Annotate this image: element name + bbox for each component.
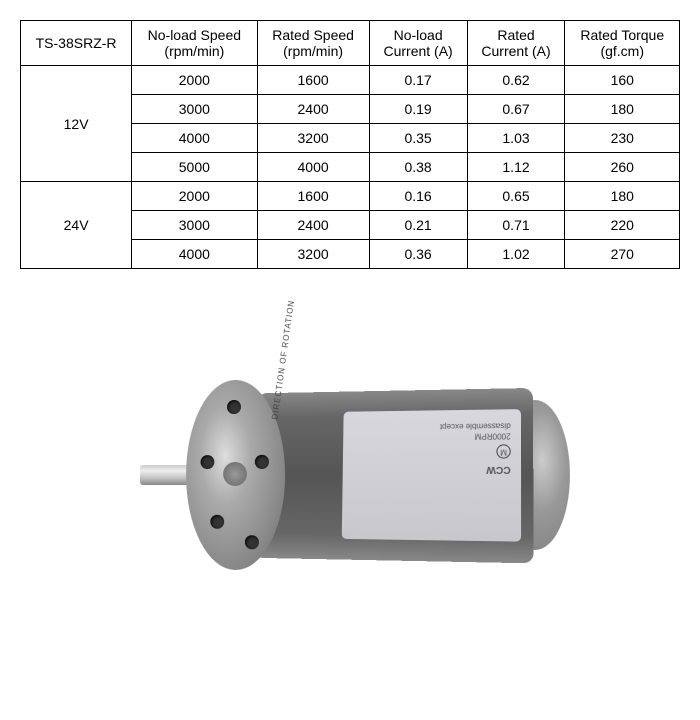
cell: 270: [565, 240, 680, 269]
cell: 0.36: [369, 240, 467, 269]
cell: 0.19: [369, 95, 467, 124]
cell: 0.35: [369, 124, 467, 153]
cell: 0.65: [467, 182, 565, 211]
cell: 5000: [132, 153, 257, 182]
cell: 0.16: [369, 182, 467, 211]
cell: 2400: [257, 211, 369, 240]
cell: 1600: [257, 182, 369, 211]
table-row: 12V 2000 1600 0.17 0.62 160: [21, 66, 680, 95]
label-warning: disassemble except: [353, 419, 511, 431]
cell: 1.02: [467, 240, 565, 269]
cell: 2400: [257, 95, 369, 124]
motor-illustration: CCW M 2000RPM disassemble except DIRECTI…: [130, 350, 610, 650]
cell: 4000: [257, 153, 369, 182]
header-rated-current: Rated Current (A): [467, 21, 565, 66]
label-ccw: CCW: [352, 463, 511, 476]
cell: 0.67: [467, 95, 565, 124]
cell: 3200: [257, 240, 369, 269]
cell: 0.17: [369, 66, 467, 95]
motor-label-sticker: CCW M 2000RPM disassemble except: [342, 409, 521, 542]
mounting-hole: [245, 535, 259, 549]
mounting-hole: [210, 515, 224, 529]
cell: 220: [565, 211, 680, 240]
cell: 3000: [132, 211, 257, 240]
voltage-12v: 12V: [21, 66, 132, 182]
cell: 0.71: [467, 211, 565, 240]
model-header: TS-38SRZ-R: [21, 21, 132, 66]
motor-symbol-icon: M: [496, 444, 510, 458]
cell: 2000: [132, 66, 257, 95]
label-rpm: 2000RPM: [353, 430, 511, 442]
mounting-hole: [227, 400, 241, 414]
cell: 230: [565, 124, 680, 153]
cell: 0.38: [369, 153, 467, 182]
spec-table: TS-38SRZ-R No-load Speed (rpm/min) Rated…: [20, 20, 680, 269]
cell: 3000: [132, 95, 257, 124]
cell: 1.03: [467, 124, 565, 153]
mounting-hole: [201, 455, 215, 469]
header-rated-speed: Rated Speed (rpm/min): [257, 21, 369, 66]
table-header-row: TS-38SRZ-R No-load Speed (rpm/min) Rated…: [21, 21, 680, 66]
cell: 160: [565, 66, 680, 95]
cell: 0.21: [369, 211, 467, 240]
cell: 180: [565, 182, 680, 211]
cell: 1.12: [467, 153, 565, 182]
cell: 180: [565, 95, 680, 124]
cell: 4000: [132, 124, 257, 153]
table-row: 24V 2000 1600 0.16 0.65 180: [21, 182, 680, 211]
motor-product-image: CCW M 2000RPM disassemble except DIRECTI…: [50, 300, 650, 700]
cell: 1600: [257, 66, 369, 95]
header-noload-current: No-load Current (A): [369, 21, 467, 66]
cell: 0.62: [467, 66, 565, 95]
motor-end-cap-left: [186, 379, 285, 571]
cell: 4000: [132, 240, 257, 269]
cell: 3200: [257, 124, 369, 153]
mounting-hole: [255, 455, 269, 469]
header-rated-torque: Rated Torque (gf.cm): [565, 21, 680, 66]
voltage-24v: 24V: [21, 182, 132, 269]
cell: 260: [565, 153, 680, 182]
cell: 2000: [132, 182, 257, 211]
header-noload-speed: No-load Speed (rpm/min): [132, 21, 257, 66]
motor-center-hub: [223, 462, 247, 486]
